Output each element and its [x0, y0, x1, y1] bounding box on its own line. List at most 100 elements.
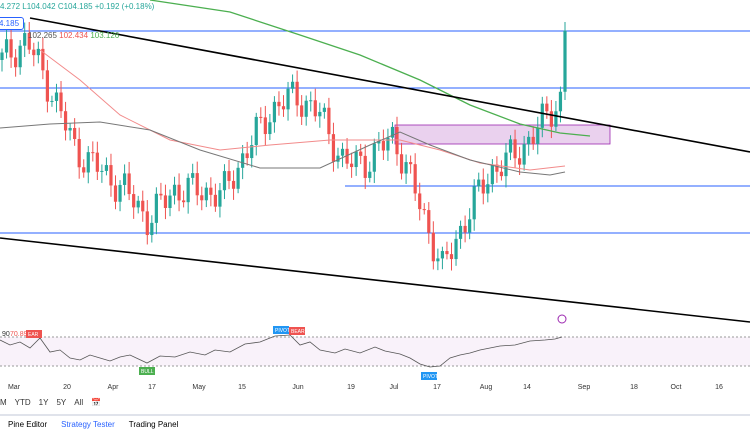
candle [449, 254, 454, 260]
candle [23, 33, 27, 46]
candle [145, 211, 149, 236]
candle [290, 81, 295, 89]
alert-icon[interactable] [557, 314, 567, 324]
candle [127, 173, 131, 195]
candle [495, 164, 499, 172]
x-tick-label: Apr [108, 384, 120, 391]
candle [36, 48, 40, 56]
candle [172, 184, 177, 196]
tab-strategy-tester[interactable]: Strategy Tester [61, 419, 115, 429]
candle [386, 137, 390, 151]
candle [350, 163, 354, 168]
candle [4, 39, 9, 53]
range-1m[interactable]: M [0, 398, 7, 407]
candle [263, 117, 267, 135]
calendar-icon[interactable]: 📅 [91, 398, 102, 407]
candle [454, 238, 458, 260]
candle [540, 103, 544, 128]
x-tick-label: Sep [578, 384, 591, 391]
candle [558, 91, 563, 112]
candle [304, 100, 308, 117]
candle [104, 165, 109, 171]
candle [463, 225, 467, 233]
candle [531, 136, 535, 144]
candle [499, 171, 504, 177]
candle [168, 195, 172, 209]
candle [309, 100, 313, 102]
ma-mid-value: 102.265 [28, 31, 57, 40]
range-5y[interactable]: 5Y [56, 398, 67, 407]
candle [422, 209, 426, 211]
x-tick-label: 15 [238, 384, 246, 391]
bottom-tabs: Pine Editor Strategy Tester Trading Pane… [0, 414, 750, 432]
candle [231, 180, 236, 189]
range-1y[interactable]: 1Y [38, 398, 49, 407]
candle [86, 152, 90, 173]
candle [336, 155, 340, 162]
candle [0, 52, 4, 60]
candle [59, 92, 63, 112]
candle [91, 152, 95, 154]
candle [363, 155, 367, 178]
candle [395, 126, 399, 155]
tab-trading-panel[interactable]: Trading Panel [128, 419, 179, 429]
candle [204, 187, 208, 201]
candle [27, 33, 31, 50]
candle [508, 139, 513, 153]
candle [445, 251, 449, 255]
candle [122, 173, 127, 185]
candle [163, 195, 168, 209]
candle [18, 45, 22, 68]
range-ytd[interactable]: YTD [14, 398, 31, 407]
candle [486, 184, 490, 194]
candle [118, 184, 122, 202]
candle [458, 225, 463, 239]
price-chart[interactable]: EAR 90 70.89 BULL PIVOT BEAR PIVOT Mar 20… [0, 0, 750, 398]
candle [549, 111, 553, 127]
candle [186, 177, 190, 203]
candle [300, 105, 304, 117]
ma-fast-value: 102.434 [59, 31, 89, 40]
candle [490, 164, 494, 185]
candle [45, 70, 50, 102]
candle [563, 30, 567, 92]
x-tick-label: May [192, 384, 206, 391]
candle [32, 49, 36, 56]
candle [254, 116, 258, 146]
price-label: 4.185 [0, 17, 25, 30]
candle [381, 141, 385, 151]
candle [213, 194, 217, 207]
rsi-bear-label-2: BEAR [289, 327, 305, 335]
candle [413, 164, 417, 194]
x-tick-label: 17 [433, 384, 441, 391]
candle [109, 165, 113, 186]
svg-text:EAR: EAR [28, 332, 39, 338]
candle [182, 200, 186, 203]
tab-pine-editor[interactable]: Pine Editor [8, 419, 48, 429]
x-tick-label: 19 [347, 384, 355, 391]
candle [259, 116, 263, 118]
rsi-band [0, 337, 750, 366]
candle [50, 100, 54, 102]
candle [95, 152, 99, 172]
candle [536, 127, 540, 144]
candle [390, 126, 395, 138]
candle [327, 107, 331, 135]
svg-text:BULL: BULL [141, 369, 154, 375]
candle [436, 258, 440, 262]
candle [372, 143, 376, 172]
candle [359, 151, 363, 156]
rsi-bear-label: EAR [26, 330, 42, 338]
x-tick-label: 14 [523, 384, 531, 391]
x-tick-label: 18 [630, 384, 638, 391]
candle [277, 101, 281, 107]
range-all[interactable]: All [74, 398, 84, 407]
svg-text:BEAR: BEAR [291, 329, 305, 335]
candle [14, 57, 18, 68]
candle [513, 139, 517, 159]
x-tick-label: Jul [390, 384, 399, 391]
ma-values: 102.265 102.434 103.126 [28, 31, 119, 40]
candle [554, 111, 558, 127]
x-tick-label: Jun [292, 384, 303, 391]
candle [227, 171, 231, 181]
